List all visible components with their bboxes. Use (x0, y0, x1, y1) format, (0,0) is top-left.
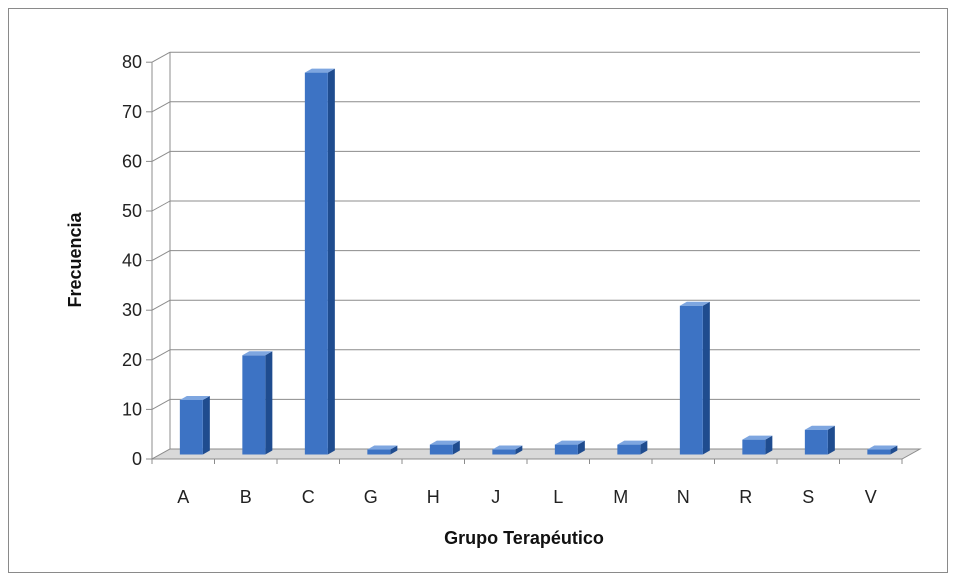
y-tick-label: 20 (122, 350, 142, 370)
gridline-side (151, 101, 171, 113)
bar-top-face (742, 435, 773, 440)
bar-H (429, 440, 460, 455)
x-tick-label: A (177, 487, 189, 507)
bar-side-face (452, 440, 460, 455)
bar-G (367, 445, 398, 455)
bar-top-face (679, 301, 710, 306)
gridline-side (151, 349, 171, 361)
x-axis-title: Grupo Terapéutico (444, 528, 604, 548)
x-tick-label: V (865, 487, 877, 507)
x-tick-label: L (553, 487, 563, 507)
bar-L (554, 440, 585, 455)
bar-top-face (242, 351, 273, 356)
bar-C (304, 68, 335, 455)
x-tick-label: N (677, 487, 690, 507)
bar-V (867, 445, 898, 455)
y-tick-label: 60 (122, 151, 142, 171)
bar-side-face (640, 440, 648, 455)
bar-side-face (827, 425, 835, 455)
y-tick-label: 40 (122, 251, 142, 271)
gridline-side (151, 250, 171, 262)
bar-front-face (554, 444, 578, 455)
x-tick-label: J (491, 487, 500, 507)
x-tick-label: S (802, 487, 814, 507)
gridline-side (151, 51, 171, 63)
bars (179, 68, 898, 455)
bar-front-face (429, 444, 453, 455)
bar-front-face (492, 449, 516, 455)
bar-side-face (702, 301, 710, 455)
bar-side-face (890, 445, 898, 455)
bar-M (617, 440, 648, 455)
bar-J (492, 445, 523, 455)
bar-A (179, 395, 210, 455)
y-axis-title: Frecuencia (65, 211, 85, 307)
x-tick-label: H (427, 487, 440, 507)
x-tick-label: R (739, 487, 752, 507)
bar-N (679, 301, 710, 455)
y-tick-label: 70 (122, 102, 142, 122)
bar-top-face (617, 440, 648, 445)
bar-top-face (867, 445, 898, 450)
bar-top-face (492, 445, 523, 450)
bar-top-face (804, 425, 835, 430)
bar-top-face (554, 440, 585, 445)
bar-front-face (742, 439, 766, 455)
bar-side-face (327, 68, 335, 455)
bar-top-face (367, 445, 398, 450)
bar-top-face (179, 395, 210, 400)
bar-side-face (202, 395, 210, 455)
bar-front-face (617, 444, 641, 455)
gridline-side (151, 299, 171, 311)
y-tick-label: 80 (122, 52, 142, 72)
y-tick-label: 30 (122, 300, 142, 320)
bar-front-face (804, 429, 828, 455)
bar-top-face (429, 440, 460, 445)
x-tick-label: G (364, 487, 378, 507)
bar-front-face (179, 399, 203, 455)
bar-side-face (515, 445, 523, 455)
y-tick-label: 50 (122, 201, 142, 221)
bar-side-face (577, 440, 585, 455)
y-tick-label: 10 (122, 399, 142, 419)
bar-B (242, 351, 273, 455)
bar-side-face (390, 445, 398, 455)
chart-floor (150, 448, 922, 464)
y-tick-labels: 0 10 20 30 40 50 60 70 80 (122, 52, 142, 469)
bar-R (742, 435, 773, 455)
x-tick-label: C (302, 487, 315, 507)
bar-S (804, 425, 835, 455)
bar-front-face (679, 305, 703, 455)
bar-front-face (242, 355, 266, 455)
bar-front-face (867, 449, 891, 455)
gridline-side (151, 200, 171, 212)
y-tick-label: 0 (132, 449, 142, 469)
bar-side-face (265, 351, 273, 455)
bar-front-face (367, 449, 391, 455)
bar-side-face (765, 435, 773, 455)
bar-front-face (304, 72, 328, 455)
bar-top-face (304, 68, 335, 73)
x-tick-label: B (240, 487, 252, 507)
gridline-side (151, 398, 171, 410)
gridline-side (151, 150, 171, 162)
x-tick-label: M (613, 487, 628, 507)
